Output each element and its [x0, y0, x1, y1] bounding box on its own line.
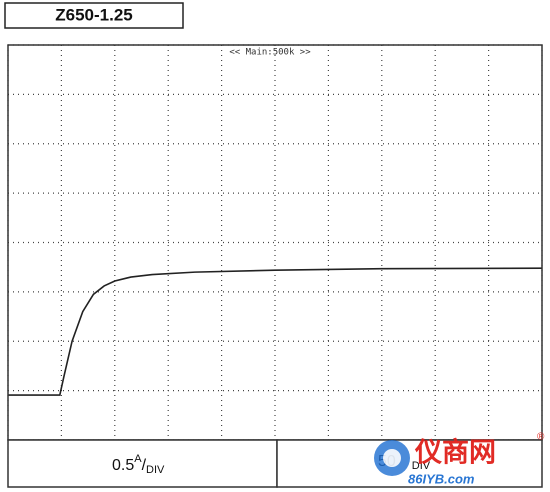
plot-area — [7, 44, 543, 441]
timebase-label: << Main:500k >> — [229, 48, 311, 58]
scale-cell — [276, 439, 543, 488]
title-box — [4, 2, 184, 29]
scale-unit: A — [134, 453, 142, 465]
waveform — [8, 267, 543, 396]
watermark-mark: ® — [537, 432, 545, 443]
watermark-text: 仪商网 — [414, 438, 496, 469]
scale-div: DIV — [412, 460, 431, 472]
scale-number: 0.5 — [112, 457, 134, 474]
scale-slash: / — [142, 457, 147, 474]
watermark-site: 86IYB.com — [408, 471, 475, 486]
watermark-logo — [383, 449, 401, 467]
scale-cell — [7, 439, 278, 488]
scale-div: DIV — [146, 464, 165, 476]
watermark: 仪商网 ® 86IYB.com — [374, 432, 545, 486]
chart-title: Z650-1.25 — [55, 5, 133, 24]
vertical-scale: 0.5A/DIV — [112, 453, 165, 476]
